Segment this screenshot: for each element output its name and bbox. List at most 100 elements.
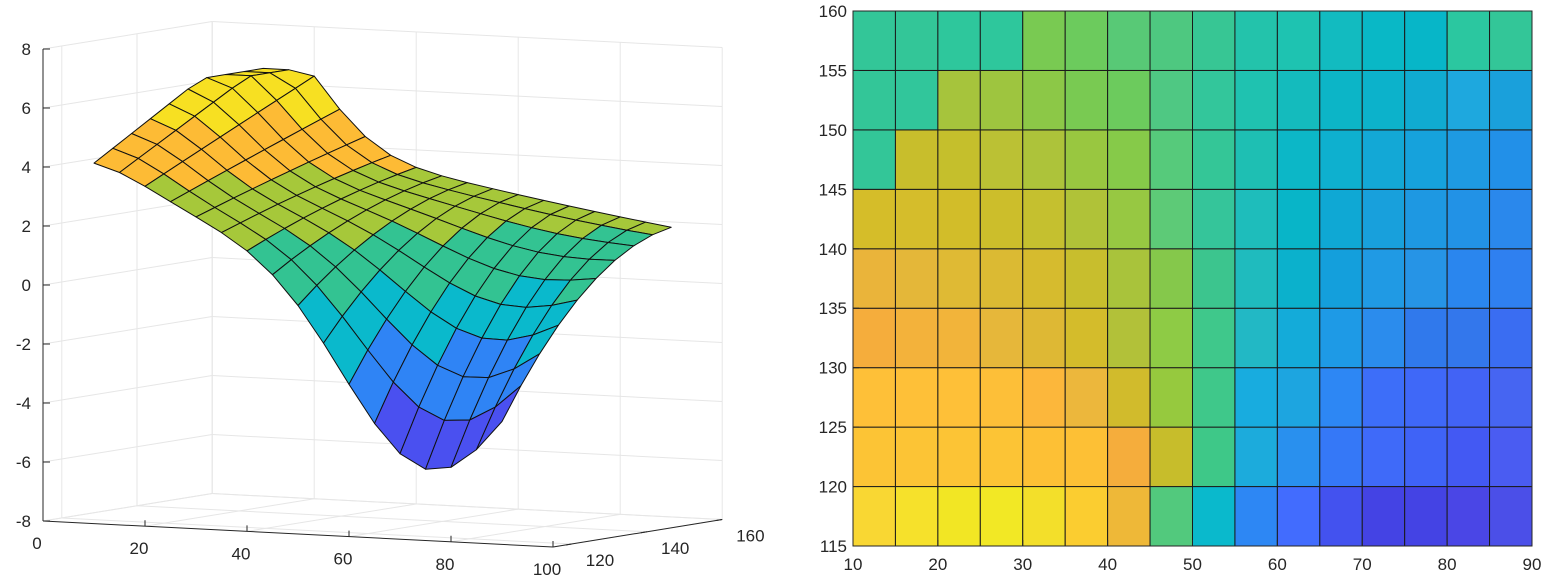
heatmap-x-tick-label: 70 (1353, 555, 1372, 574)
heatmap-cell-7-13 (1404, 69, 1448, 131)
heatmap-cell-2-6 (1107, 367, 1151, 428)
heatmap-cell-3-4 (1022, 307, 1066, 369)
heatmap-cell-3-0 (852, 307, 896, 369)
heatmap-cell-5-9 (1234, 188, 1278, 250)
heatmap-cell-4-11 (1319, 248, 1363, 309)
heatmap-plot: 10 20 30 40 50 60 70 80 90 115 120 125 130 135 140 145 1… (819, 2, 1542, 574)
heatmap-cell-5-3 (979, 188, 1024, 250)
heatmap-cell-8-10 (1276, 10, 1321, 71)
back-wall-gridline (42, 257, 213, 286)
heatmap-cell-5-7 (1149, 188, 1193, 250)
heatmap-cell-2-3 (979, 367, 1024, 428)
surface-mesh (93, 67, 672, 470)
heatmap-cell-1-7 (1149, 426, 1193, 488)
heatmap-x-tick-label: 90 (1523, 555, 1542, 574)
heatmap-cell-4-10 (1276, 248, 1321, 309)
floor-gridline (61, 517, 572, 545)
y-tick-mark (716, 519, 723, 522)
floor-gridline (348, 508, 519, 538)
heatmap-cell-1-5 (1064, 426, 1109, 488)
heatmap-cell-0-7 (1149, 486, 1193, 547)
heatmap-cell-1-12 (1361, 426, 1406, 488)
heatmap-cell-6-3 (979, 129, 1024, 190)
heatmap-cell-6-13 (1404, 129, 1448, 190)
heatmap-cell-3-1 (894, 307, 939, 369)
heatmap-cell-0-5 (1064, 486, 1109, 547)
heatmap-cell-5-6 (1107, 188, 1151, 250)
heatmap-y-tick-label: 120 (819, 478, 847, 497)
heatmap-cell-5-1 (894, 188, 939, 250)
heatmap-y-tick-label: 145 (819, 180, 847, 199)
heatmap-x-tick-label: 60 (1268, 555, 1287, 574)
heatmap-cell-2-11 (1319, 367, 1363, 428)
side-wall-gridline (212, 21, 723, 49)
heatmap-cell-2-4 (1022, 367, 1066, 428)
heatmap-x-tick-label: 80 (1438, 555, 1457, 574)
heatmap-cell-2-15 (1489, 367, 1533, 428)
heatmap-cell-7-7 (1149, 69, 1193, 131)
y-tick-mark (640, 531, 648, 534)
heatmap-cell-2-13 (1404, 367, 1448, 428)
z-tick-label: -6 (16, 453, 31, 472)
heatmap-cell-4-1 (894, 248, 939, 309)
y-tick-label: 120 (586, 551, 614, 570)
heatmap-cell-7-2 (937, 69, 981, 131)
heatmap-cell-5-5 (1064, 188, 1109, 250)
heatmap-cell-0-6 (1107, 486, 1151, 547)
heatmap-cell-2-14 (1446, 367, 1491, 428)
heatmap-cell-6-8 (1192, 129, 1236, 190)
heatmap-cell-5-0 (852, 188, 896, 250)
heatmap-y-tick-label: 135 (819, 299, 847, 318)
z-tick-label: -8 (16, 512, 31, 531)
back-wall-gridline (42, 80, 213, 109)
z-tick-label: 4 (22, 158, 31, 177)
x-tick-label: 40 (232, 544, 251, 563)
z-tick-label: -4 (16, 394, 31, 413)
heatmap-cell-7-3 (979, 69, 1024, 131)
heatmap-y-tick-label: 155 (819, 61, 847, 80)
heatmap-cell-2-8 (1192, 367, 1236, 428)
back-wall-gridline (42, 21, 213, 50)
heatmap-cell-0-0 (852, 486, 896, 547)
heatmap-cell-4-0 (852, 248, 896, 309)
heatmap-y-tick-label: 150 (819, 121, 847, 140)
heatmap-cell-8-9 (1234, 10, 1278, 71)
heatmap-cell-7-6 (1107, 69, 1151, 131)
z-tick-label: 6 (22, 99, 31, 118)
heatmap-cell-7-15 (1489, 69, 1533, 131)
heatmap-cell-4-4 (1022, 248, 1066, 309)
heatmap-cell-1-2 (937, 426, 981, 488)
heatmap-cell-0-14 (1446, 486, 1491, 547)
x-tick-label: 100 (533, 560, 561, 579)
heatmap-y-tick-label: 140 (819, 240, 847, 259)
heatmap-x-tick-label: 50 (1183, 555, 1202, 574)
heatmap-cell-8-1 (894, 10, 939, 71)
heatmap-cell-0-3 (979, 486, 1024, 547)
heatmap-y-tick-label: 125 (819, 418, 847, 437)
heatmap-cell-5-4 (1022, 188, 1066, 250)
floor-gridline (136, 505, 648, 533)
heatmap-cell-3-12 (1361, 307, 1406, 369)
heatmap-cell-6-10 (1276, 129, 1321, 190)
heatmap-x-tick-label: 30 (1013, 555, 1032, 574)
heatmap-y-tick-label: 115 (820, 537, 847, 556)
x-tick-label: 20 (130, 539, 149, 558)
heatmap-cell-2-9 (1234, 367, 1278, 428)
y-tick-label: 160 (736, 527, 764, 546)
heatmap-cell-1-8 (1192, 426, 1236, 488)
heatmap-x-tick-label: 20 (928, 555, 947, 574)
heatmap-cell-1-13 (1404, 426, 1448, 488)
heatmap-cell-1-9 (1234, 426, 1278, 488)
heatmap-cell-7-5 (1064, 69, 1109, 131)
heatmap-cell-4-3 (979, 248, 1024, 309)
heatmap-cell-7-11 (1319, 69, 1363, 131)
heatmap-cell-0-11 (1319, 486, 1363, 547)
heatmap-cell-2-5 (1064, 367, 1109, 428)
heatmap-y-tick-label: 130 (819, 359, 847, 378)
heatmap-cell-7-4 (1022, 69, 1066, 131)
heatmap-cell-3-15 (1489, 307, 1533, 369)
heatmap-cell-5-8 (1192, 188, 1236, 250)
heatmap-cell-8-7 (1149, 10, 1193, 71)
